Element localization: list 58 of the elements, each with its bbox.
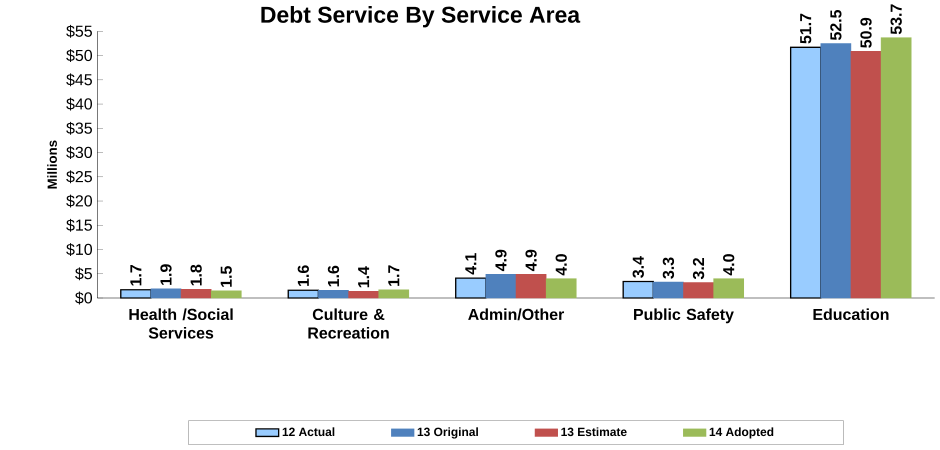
data-label: 3.4 — [632, 256, 644, 278]
bar — [210, 290, 242, 298]
data-label: 50.9 — [860, 18, 872, 48]
chart-title: Debt Service By Service Area — [261, 6, 580, 28]
y-tick-label: $15 — [66, 218, 92, 232]
data-label: 4.0 — [556, 254, 567, 276]
legend-label: 14 Adopted — [710, 427, 774, 438]
y-tick-label: $20 — [66, 194, 92, 208]
data-label: 4.0 — [723, 254, 734, 276]
data-label: 1.7 — [130, 264, 142, 286]
data-label: 3.2 — [692, 258, 704, 280]
bar — [820, 43, 852, 298]
data-label: 4.9 — [525, 250, 537, 272]
y-tick-label: $5 — [75, 267, 92, 280]
y-tick-label: $55 — [66, 24, 92, 38]
x-tick-label: Health /Social Services — [129, 308, 233, 339]
y-tick-label: $25 — [66, 170, 92, 184]
bar — [713, 278, 744, 298]
bar — [850, 50, 882, 298]
bar — [683, 282, 714, 298]
y-tick-label: $0 — [75, 292, 92, 304]
data-label: 4.9 — [495, 250, 507, 272]
bar — [150, 288, 182, 298]
bar — [378, 289, 410, 298]
x-tick-label: Culture & Recreation — [308, 308, 389, 339]
data-label: 1.9 — [160, 264, 172, 285]
data-label: 4.1 — [465, 253, 476, 275]
bar — [318, 290, 349, 298]
data-label: 1.4 — [358, 266, 370, 288]
data-label: 51.7 — [800, 14, 812, 44]
bar — [880, 37, 912, 298]
data-label: 53.7 — [890, 4, 902, 34]
y-axis-title: Millions — [47, 140, 57, 188]
bar — [516, 274, 546, 298]
x-tick-label: Public Safety — [634, 308, 734, 324]
y-tick-label: $10 — [66, 243, 92, 256]
bar — [653, 282, 684, 298]
legend-label: 13 Estimate — [561, 427, 627, 436]
bar — [546, 278, 577, 298]
y-tick-label: $45 — [66, 73, 92, 86]
y-tick-label: $30 — [66, 146, 92, 159]
legend-label: 13 Original — [418, 427, 478, 439]
data-label: 3.3 — [662, 257, 674, 279]
bar — [180, 289, 212, 298]
data-label: 1.6 — [328, 266, 340, 286]
x-tick-label: Admin/Other — [468, 308, 564, 320]
data-label: 1.6 — [298, 265, 309, 286]
x-tick-label: Education — [813, 308, 888, 320]
y-tick-label: $35 — [66, 122, 92, 135]
data-label: 1.7 — [388, 265, 400, 286]
data-label: 1.8 — [190, 264, 202, 286]
y-tick-label: $50 — [66, 49, 92, 62]
legend-label: 12 Actual — [282, 427, 334, 436]
data-label: 1.5 — [220, 266, 232, 287]
data-label: 52.5 — [830, 10, 842, 40]
bar — [486, 274, 516, 298]
bar — [348, 290, 379, 298]
y-tick-label: $40 — [66, 98, 92, 111]
